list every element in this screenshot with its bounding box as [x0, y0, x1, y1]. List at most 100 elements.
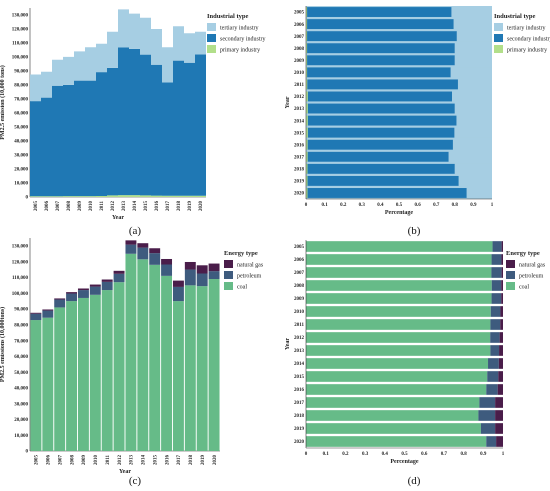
bar-natural-gas-2010: [89, 284, 101, 287]
bar-secondary-industry-2012: [307, 91, 453, 102]
bar-petroleum-2016: [161, 264, 173, 276]
x-tick-label: 0.1: [321, 203, 328, 208]
bar-petroleum-2009: [491, 293, 502, 304]
bar-petroleum-2011: [101, 281, 113, 291]
bar-natural-gas-2016: [497, 384, 503, 395]
y-tick-label: 2019: [294, 427, 305, 432]
bar-coal-2013: [125, 253, 137, 451]
bar-natural-gas-2013: [125, 240, 137, 245]
x-tick-label: 2008: [70, 455, 75, 466]
y-tick-label: 110,000: [12, 276, 28, 281]
bar-secondary-industry-2008: [307, 43, 455, 54]
y-tick-label: 2016: [294, 143, 305, 148]
x-tick-label: 0.7: [441, 452, 448, 457]
y-tick-label: 30,000: [14, 154, 28, 159]
x-tick-label: 2012: [118, 455, 123, 466]
legend-label-secondary-industry: secondary industry: [220, 37, 266, 43]
x-tick-label: 2017: [177, 455, 182, 466]
legend-label-coal: coal: [519, 285, 529, 291]
legend-swatch-coal: [506, 282, 515, 290]
x-tick-label: 0.2: [342, 452, 349, 457]
x-tick-label: 0.3: [362, 452, 369, 457]
bar-tertiary-industry-2007: [456, 31, 492, 42]
bar-primary-industry-2016: [306, 139, 308, 150]
legend-swatch-natural-gas: [224, 260, 233, 268]
x-tick-label: 2015: [144, 201, 149, 212]
x-tick-label: 2009: [82, 455, 87, 466]
bar-coal-2017: [306, 397, 480, 408]
y-tick-label: 2013: [294, 107, 305, 112]
y-tick-label: 2012: [294, 95, 305, 100]
x-tick-label: 0: [305, 452, 308, 457]
bar-tertiary-industry-2015: [454, 127, 492, 138]
bar-primary-industry-2008: [306, 43, 308, 54]
bar-primary-industry-2015: [306, 127, 308, 138]
y-tick-label: 2006: [294, 23, 305, 28]
y-tick-label: 2018: [294, 414, 305, 419]
bar-coal-2005: [306, 241, 493, 252]
bar-natural-gas-2008: [501, 280, 503, 291]
x-tick-label: 2018: [189, 455, 194, 466]
legend-label-secondary-industry: secondary industry: [507, 37, 550, 43]
bar-tertiary-industry-2020: [466, 188, 492, 198]
y-tick-label: 130,000: [12, 14, 29, 19]
bar-coal-2009: [77, 297, 89, 451]
bar-petroleum-2014: [488, 358, 499, 369]
bar-natural-gas-2015: [498, 371, 503, 382]
bar-coal-2018: [306, 410, 479, 421]
bar-primary-industry-2005: [306, 7, 308, 17]
panel-d-chart: 2005 2006 2007 2008 2009 2010 2011 2012 2013 2014…: [285, 240, 546, 487]
bar-primary-industry-2020: [306, 188, 308, 198]
bar-natural-gas-2011: [500, 319, 503, 330]
x-tick-label: 2008: [67, 201, 72, 212]
y-tick-label: 2015: [294, 131, 305, 136]
x-tick-label: 0.6: [421, 452, 428, 457]
bar-coal-2012: [306, 332, 491, 343]
x-tick-label: 1: [491, 203, 494, 208]
bar-natural-gas-2019: [495, 423, 503, 434]
bar-coal-2014: [306, 358, 489, 369]
x-axis-title: Percentage: [385, 210, 414, 216]
bar-coal-2016: [306, 384, 487, 395]
x-tick-label: 2005: [35, 455, 40, 466]
bar-natural-gas-2005: [30, 312, 42, 314]
bar-tertiary-industry-2012: [452, 91, 492, 102]
y-tick-label: 80,000: [14, 84, 28, 89]
bar-coal-2016: [161, 275, 173, 451]
y-tick-label: 2010: [294, 310, 305, 315]
bar-petroleum-2015: [487, 371, 499, 382]
bar-petroleum-2005: [30, 313, 42, 321]
bar-petroleum-2017: [479, 397, 496, 408]
x-tick-label: 2019: [188, 201, 193, 212]
legend-label-natural-gas: natural gas: [519, 263, 546, 269]
panel-label: (d): [408, 475, 421, 487]
bar-petroleum-2012: [113, 273, 125, 283]
y-tick-label: 120,000: [12, 260, 29, 265]
bar-petroleum-2020: [208, 271, 220, 280]
bar-tertiary-industry-2006: [453, 19, 492, 30]
bar-petroleum-2008: [66, 293, 78, 302]
bar-coal-2011: [306, 319, 491, 330]
bar-tertiary-industry-2009: [454, 55, 492, 66]
legend-title: Energy type: [506, 250, 540, 257]
bar-coal-2009: [306, 293, 492, 304]
y-tick-label: 20,000: [14, 418, 28, 423]
bar-coal-2019: [306, 423, 481, 434]
x-tick-label: 2017: [166, 201, 171, 212]
bar-natural-gas-2020: [208, 263, 220, 272]
y-axis-title: PM2.5 emission (10,000 tons): [0, 65, 6, 140]
bar-petroleum-2020: [486, 436, 497, 447]
x-tick-label: 0.4: [377, 203, 384, 208]
y-tick-label: 2009: [294, 59, 305, 64]
x-tick-label: 2013: [122, 201, 127, 212]
bar-secondary-industry-2006: [307, 19, 454, 30]
y-tick-label: 40,000: [14, 140, 28, 145]
bar-petroleum-2011: [490, 319, 501, 330]
y-tick-label: 100,000: [12, 292, 29, 297]
bar-coal-2011: [101, 290, 113, 451]
y-tick-label: 40,000: [14, 387, 28, 392]
y-tick-label: 70,000: [14, 98, 28, 103]
bar-secondary-industry-2005: [307, 7, 452, 17]
x-tick-label: 2020: [213, 455, 218, 466]
